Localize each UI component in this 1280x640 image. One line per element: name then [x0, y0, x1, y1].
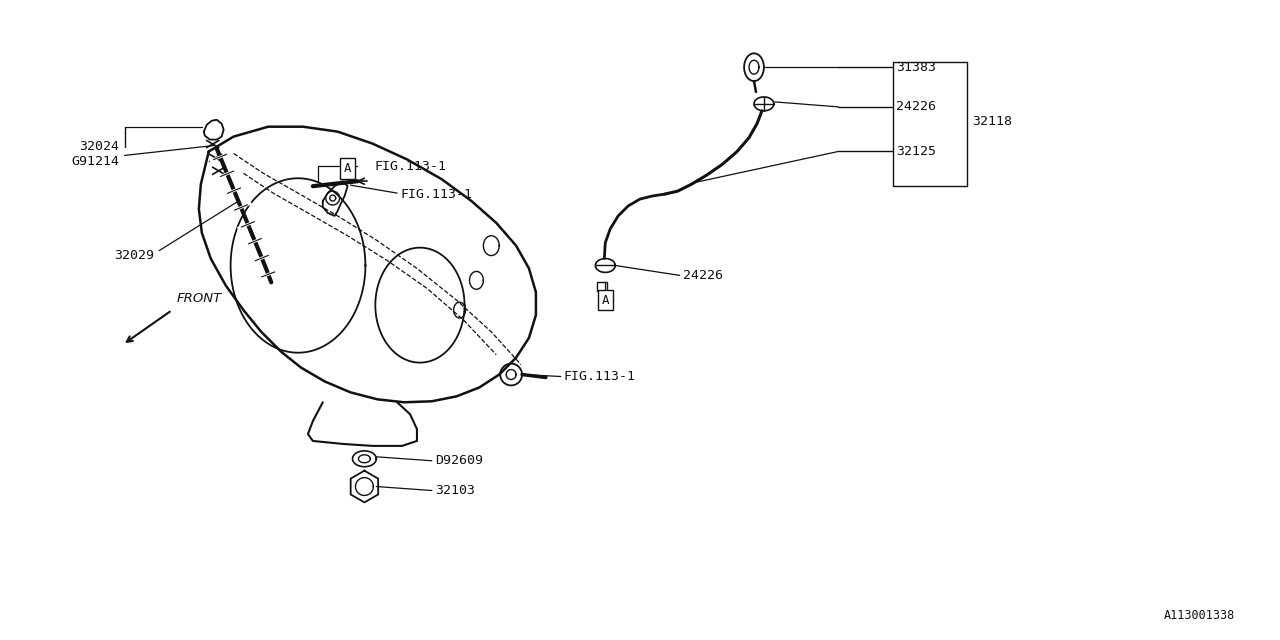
Bar — [598, 282, 607, 291]
Text: A113001338: A113001338 — [1164, 609, 1235, 622]
Text: FRONT: FRONT — [177, 292, 223, 305]
Text: D92609: D92609 — [435, 454, 483, 467]
Text: 32029: 32029 — [114, 249, 155, 262]
Text: 32103: 32103 — [435, 484, 475, 497]
Text: FIG.113-1: FIG.113-1 — [374, 160, 447, 173]
Text: 32125: 32125 — [896, 145, 936, 158]
Text: 24226: 24226 — [682, 269, 723, 282]
Text: 31383: 31383 — [896, 61, 936, 74]
Text: FIG.113-1: FIG.113-1 — [563, 370, 636, 383]
Text: A: A — [602, 294, 609, 307]
Text: 32024: 32024 — [79, 140, 119, 153]
Text: FIG.113-1: FIG.113-1 — [401, 188, 472, 200]
Text: G91214: G91214 — [72, 155, 119, 168]
Text: 32118: 32118 — [972, 115, 1012, 128]
Text: 24226: 24226 — [896, 100, 936, 113]
Text: A: A — [344, 162, 351, 175]
